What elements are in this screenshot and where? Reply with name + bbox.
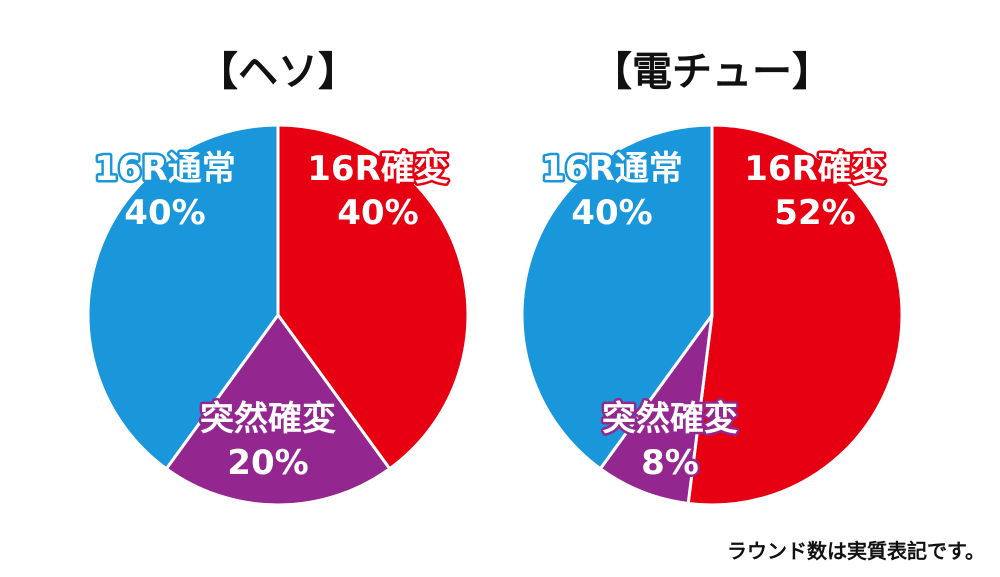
pie-slice-heso-kakuhen-16r [276,123,470,471]
pie-slice-denchu-totsuzen-kakuhen [598,314,714,506]
pie-slice-denchu-normal-16r [520,123,714,471]
pie-slice-heso-totsuzen-kakuhen [164,312,392,507]
slice-value-heso-kakuhen-16r: 40% [337,193,418,233]
pie-slice-denchu-kakuhen-16r [686,123,904,507]
slice-label-heso-kakuhen-16r: 16R確変 [307,149,449,189]
slice-label-denchu-normal-16r: 16R通常 [541,149,683,189]
slice-value-denchu-totsuzen-kakuhen: 8% [641,443,699,483]
chart-title-denchu: 【電チュー】 [592,49,832,95]
slice-value-denchu-normal-16r: 40% [571,193,652,233]
pie-denchu [520,123,904,507]
slice-label-heso-normal-16r: 16R通常 [94,149,236,189]
footnote: ラウンド数は実質表記です。 [727,539,985,563]
slice-label-denchu-kakuhen-16r: 16R確変 [744,149,886,189]
slice-label-heso-totsuzen-kakuhen: 突然確変 [200,399,336,439]
slice-label-denchu-totsuzen-kakuhen: 突然確変 [602,399,738,439]
pie-slice-heso-normal-16r [86,123,280,471]
slice-value-heso-totsuzen-kakuhen: 20% [227,443,308,483]
slice-value-denchu-kakuhen-16r: 52% [774,193,855,233]
pie-heso [86,123,470,507]
chart-title-heso: 【ヘソ】 [198,49,358,95]
slice-value-heso-normal-16r: 40% [124,193,205,233]
